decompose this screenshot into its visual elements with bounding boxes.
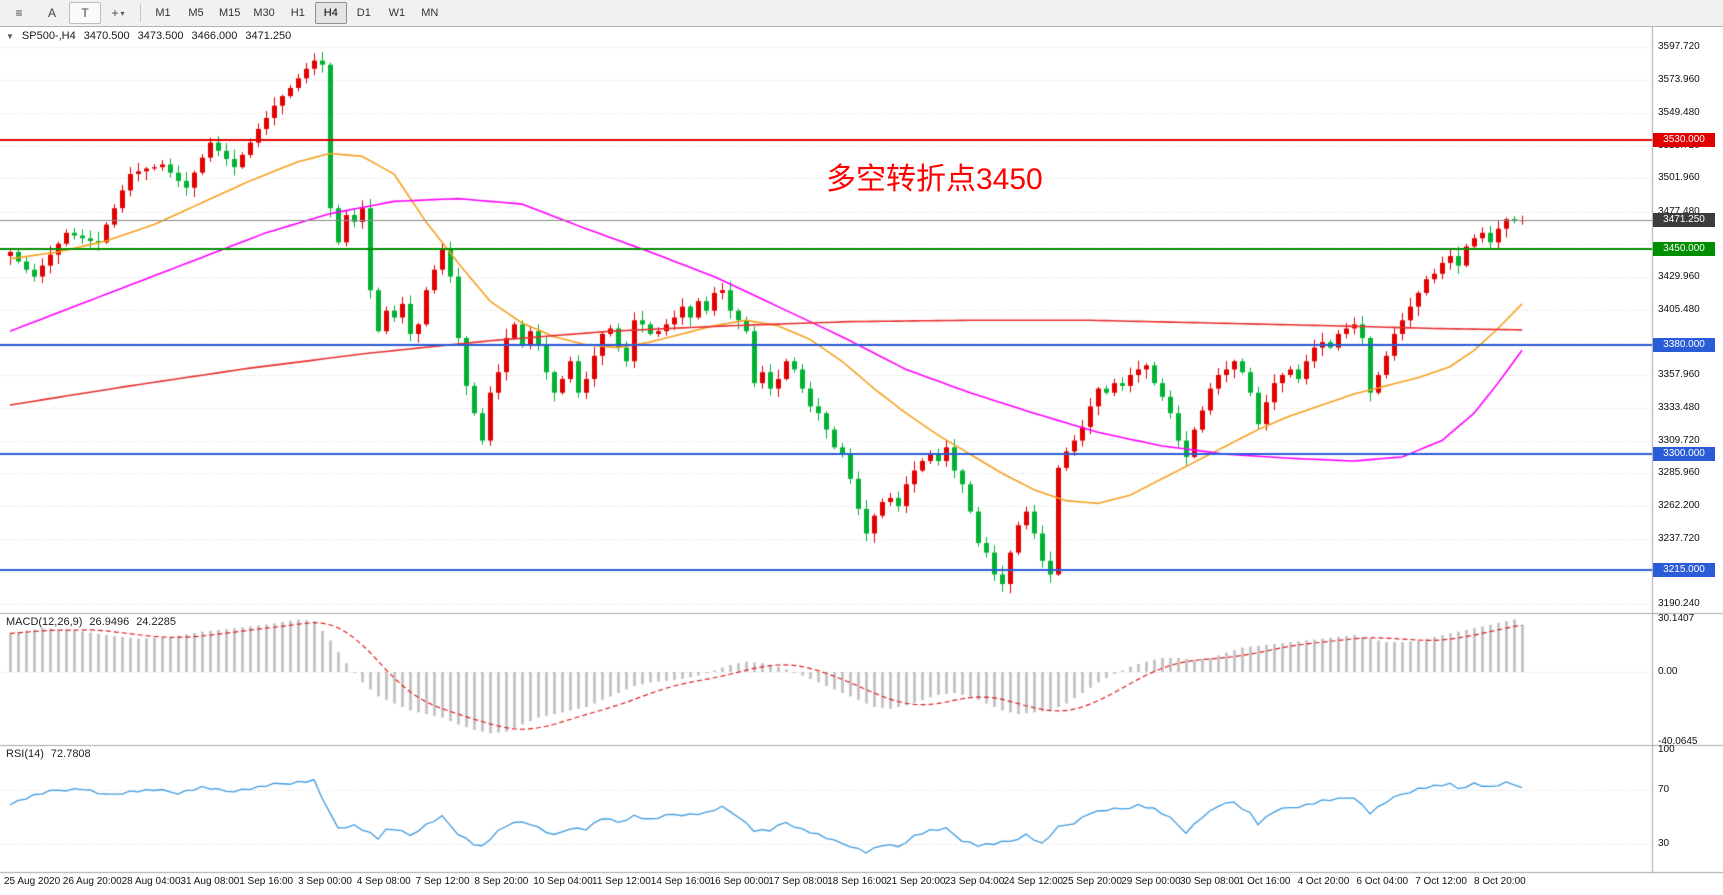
timeframe-button-m1[interactable]: M1 <box>155 7 171 19</box>
timeframe-button-m5[interactable]: M5 <box>188 7 204 19</box>
rsi-value: 72.7808 <box>50 748 91 760</box>
timeframe-button-m30[interactable]: M30 <box>253 7 275 19</box>
timeframe-group: M1 M5 M15 M30 H1 H4 D1 W1 MN <box>147 2 446 24</box>
ohlc-low: 3466.000 <box>191 30 238 42</box>
cursor-tool-icon[interactable]: A <box>47 6 56 20</box>
rsi-label: RSI(14) 72.7808 <box>6 748 91 760</box>
ohlc-open: 3470.500 <box>83 30 130 42</box>
toolbar-icon-group: ≡ A T + ▾ <box>3 2 134 24</box>
ohlc-high: 3473.500 <box>137 30 184 42</box>
timeframe-button-d1[interactable]: D1 <box>356 7 371 19</box>
timeframe-button-mn[interactable]: MN <box>421 7 439 19</box>
timeframe-button-w1[interactable]: W1 <box>388 7 406 19</box>
bar-chart-icon[interactable]: ≡ <box>15 6 23 20</box>
symbol-ohlc-header: ▼ SP500-,H4 3470.500 3473.500 3466.000 3… <box>6 30 291 42</box>
rsi-title: RSI(14) <box>6 748 44 760</box>
macd-title: MACD(12,26,9) <box>6 616 83 628</box>
macd-signal-value: 24.2285 <box>136 616 176 628</box>
macd-label: MACD(12,26,9) 26.9496 24.2285 <box>6 616 176 628</box>
crosshair-tool-icon[interactable]: + ▾ <box>111 6 125 20</box>
toolbar-separator <box>140 4 141 22</box>
toolbar: ≡ A T + ▾ M1 M5 M15 M30 H1 H4 D1 W1 MN <box>0 0 1723 27</box>
timeframe-button-h1[interactable]: H1 <box>290 7 305 19</box>
timeframe-button-m15[interactable]: M15 <box>219 7 241 19</box>
ohlc-close: 3471.250 <box>245 30 292 42</box>
symbol-dropdown-icon[interactable]: ▼ <box>6 31 14 41</box>
symbol-label: SP500-,H4 <box>21 30 76 42</box>
dropdown-caret-icon: ▾ <box>120 8 125 18</box>
text-tool-icon[interactable]: T <box>69 2 101 24</box>
timeframe-button-h4[interactable]: H4 <box>314 2 347 24</box>
macd-main-value: 26.9496 <box>89 616 130 628</box>
chart-annotation-text[interactable]: 多空转折点3450 <box>826 163 1043 196</box>
